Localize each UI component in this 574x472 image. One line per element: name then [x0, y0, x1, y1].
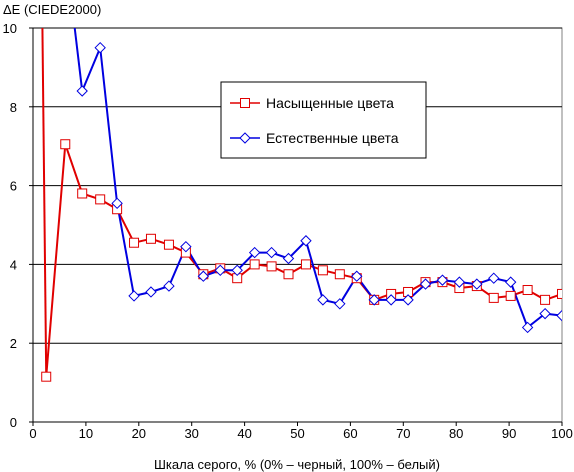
data-point-saturated — [557, 288, 562, 299]
data-point-saturated — [95, 194, 106, 205]
data-point-natural — [111, 197, 123, 210]
data-point-natural — [504, 276, 517, 288]
data-point-natural — [436, 274, 449, 286]
legend-box — [220, 81, 427, 159]
series-lead-in-saturated — [41, 28, 48, 377]
data-point-natural — [521, 321, 534, 334]
x-tick-labels: 0 10 20 30 40 50 60 70 80 90 100 — [29, 422, 573, 441]
x-tick-label: 60 — [343, 426, 357, 441]
y-tick-labels: 0 2 4 6 8 10 — [3, 21, 33, 430]
series-lead-in-natural — [73, 28, 84, 92]
data-point-saturated — [60, 139, 71, 150]
legend-marker-saturated — [240, 98, 250, 108]
data-point-natural — [334, 298, 346, 310]
data-point-natural — [214, 264, 226, 277]
data-point-natural — [402, 294, 414, 306]
y-axis-title: ΔE (CIEDE2000) — [3, 2, 101, 17]
x-tick-label: 100 — [551, 426, 573, 441]
y-tick-label: 8 — [10, 100, 17, 115]
y-tick-label: 6 — [10, 179, 17, 194]
legend-marker-natural — [239, 132, 251, 144]
data-point-natural — [419, 278, 432, 290]
data-point-natural — [385, 294, 397, 306]
data-point-natural — [128, 290, 140, 302]
series-markers — [41, 41, 562, 382]
x-tick-label: 50 — [290, 426, 304, 441]
data-point-saturated — [522, 285, 533, 296]
data-point-natural — [471, 278, 483, 290]
data-point-saturated — [41, 371, 52, 382]
data-point-saturated — [266, 261, 277, 272]
data-point-saturated — [317, 265, 328, 276]
data-point-saturated — [505, 290, 516, 301]
data-point-saturated — [249, 259, 260, 270]
data-point-saturated — [283, 269, 294, 280]
data-point-natural — [231, 264, 243, 277]
x-tick-label: 10 — [79, 426, 93, 441]
x-tick-label: 80 — [449, 426, 463, 441]
legend-label-saturated: Насыщенные цвета — [266, 95, 394, 111]
data-point-natural — [556, 309, 562, 322]
gridlines — [33, 27, 562, 344]
x-tick-label: 30 — [184, 426, 198, 441]
y-tick-label: 4 — [10, 257, 17, 272]
data-point-saturated — [334, 269, 345, 280]
data-point-natural — [282, 252, 295, 265]
data-point-natural — [317, 294, 329, 306]
data-point-saturated — [540, 294, 551, 305]
data-point-saturated — [300, 259, 311, 270]
data-point-natural — [453, 276, 466, 288]
data-point-natural — [248, 246, 261, 259]
data-point-natural — [300, 235, 312, 247]
x-tick-label: 40 — [237, 426, 251, 441]
data-point-natural — [145, 286, 157, 298]
data-point-saturated — [163, 239, 174, 250]
y-tick-label: 10 — [3, 21, 17, 36]
data-point-saturated — [488, 292, 499, 303]
data-point-natural — [163, 280, 175, 292]
data-point-saturated — [129, 237, 140, 248]
data-point-natural — [197, 270, 210, 282]
y-tick-label: 2 — [10, 336, 17, 351]
data-point-natural — [265, 246, 278, 259]
x-tick-label: 90 — [502, 426, 516, 441]
data-point-natural — [368, 294, 380, 306]
legend: Насыщенные цвета Естественные цвета — [220, 81, 427, 159]
data-point-natural — [351, 270, 363, 282]
data-point-natural — [76, 85, 88, 97]
x-tick-label: 70 — [396, 426, 410, 441]
y-tick-label: 0 — [10, 415, 17, 430]
x-tick-label: 20 — [132, 426, 146, 441]
legend-label-natural: Естественные цвета — [266, 130, 399, 146]
data-point-natural — [180, 240, 192, 253]
data-point-natural — [94, 41, 106, 54]
x-axis-title: Шкала серого, % (0% – черный, 100% – бел… — [154, 457, 440, 472]
x-tick-label: 0 — [29, 426, 36, 441]
data-point-saturated — [77, 188, 88, 199]
data-point-natural — [539, 307, 551, 320]
data-point-saturated — [145, 233, 156, 244]
data-point-natural — [488, 272, 500, 284]
